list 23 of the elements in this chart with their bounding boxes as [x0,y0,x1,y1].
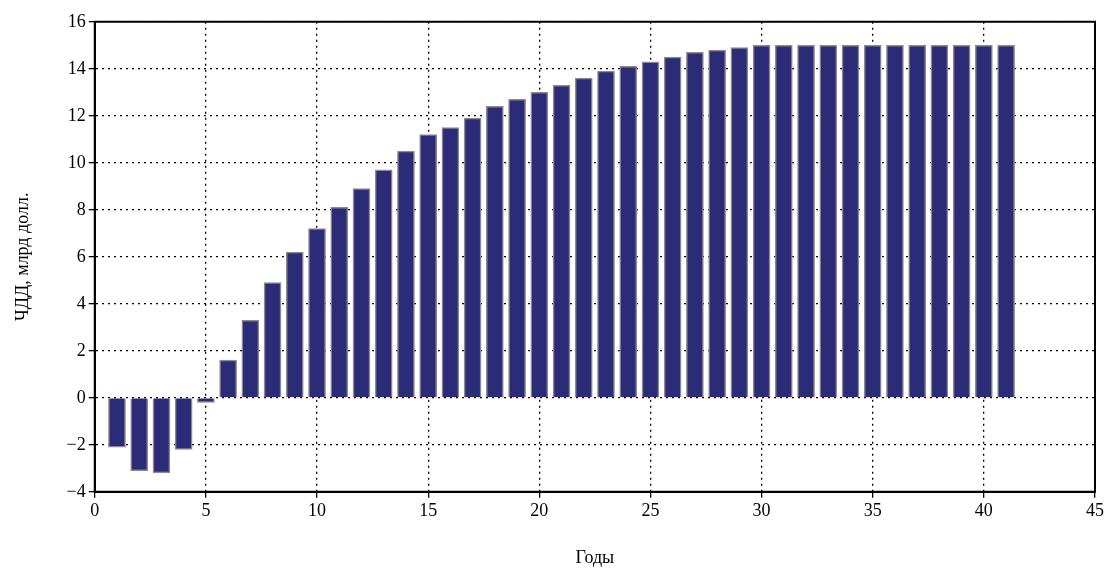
y-tick-label: 0 [76,386,86,407]
x-tick-label: 10 [308,500,327,521]
x-tick-label: 30 [752,500,771,521]
y-tick-label: 4 [76,292,86,313]
y-tick-label: −4 [66,480,86,501]
y-tick-label: 2 [76,339,86,360]
y-tick-label: −2 [66,433,86,454]
y-tick-label: 12 [67,104,86,125]
x-tick-label: 5 [201,500,211,521]
x-tick-label: 0 [90,500,100,521]
y-axis-title: ЧДД, млрд долл. [11,192,32,322]
x-axis-title: Годы [575,546,615,567]
x-tick-label: 35 [863,500,882,521]
y-tick-label: 10 [67,151,86,172]
x-tick-label: 40 [974,500,993,521]
x-tick-label: 25 [641,500,660,521]
x-tick-label: 20 [530,500,549,521]
x-tick-label: 15 [419,500,438,521]
x-tick-label: 45 [1086,500,1104,521]
y-tick-label: 6 [76,245,86,266]
y-tick-label: 16 [67,10,86,31]
y-tick-label: 14 [67,57,86,78]
y-tick-label: 8 [76,198,86,219]
